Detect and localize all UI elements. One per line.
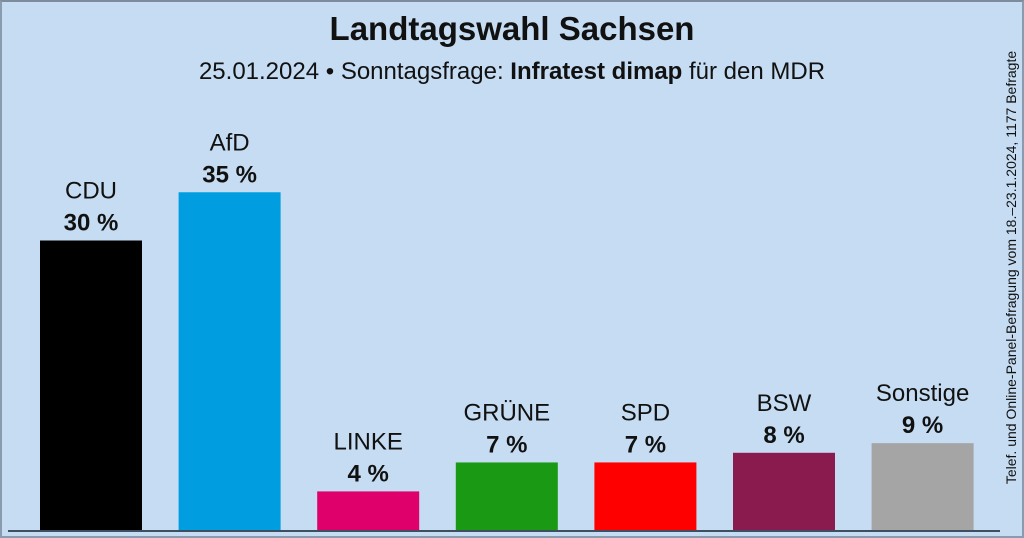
bar-afd — [178, 192, 281, 530]
bar-linke — [317, 491, 420, 530]
chart-subtitle: 25.01.2024 • Sonntagsfrage: Infratest di… — [0, 58, 1024, 86]
subtitle-label: Sonntagsfrage: — [340, 58, 504, 85]
category-label-linke: LINKE — [334, 428, 403, 455]
subtitle-separator: • — [325, 58, 335, 85]
category-label-gr-ne: GRÜNE — [463, 399, 550, 426]
value-label-linke: 4 % — [348, 460, 389, 487]
chart-title: Landtagswahl Sachsen — [329, 10, 695, 47]
category-label-bsw: BSW — [757, 390, 812, 417]
category-label-cdu: CDU — [65, 178, 117, 205]
value-label-sonstige: 9 % — [902, 412, 943, 439]
subtitle-date: 25.01.2024 — [198, 58, 320, 85]
value-label-gr-ne: 7 % — [486, 431, 527, 458]
bar-cdu — [40, 240, 142, 530]
bar-spd — [594, 462, 697, 530]
value-label-cdu: 30 % — [64, 210, 119, 237]
bar-bsw — [733, 452, 835, 530]
bar-sonstige — [871, 443, 974, 530]
bar-gr-ne — [455, 462, 558, 530]
category-label-sonstige: Sonstige — [876, 380, 969, 407]
value-label-spd: 7 % — [625, 431, 666, 458]
category-label-spd: SPD — [621, 399, 670, 426]
category-label-afd: AfD — [210, 129, 250, 156]
value-label-bsw: 8 % — [763, 422, 804, 449]
subtitle-client: für den MDR — [689, 58, 826, 85]
subtitle-institute: Infratest dimap — [510, 58, 683, 85]
methodology-note: Telef. und Online-Panel-Befragung vom 18… — [1003, 50, 1019, 485]
value-label-afd: 35 % — [202, 161, 257, 188]
